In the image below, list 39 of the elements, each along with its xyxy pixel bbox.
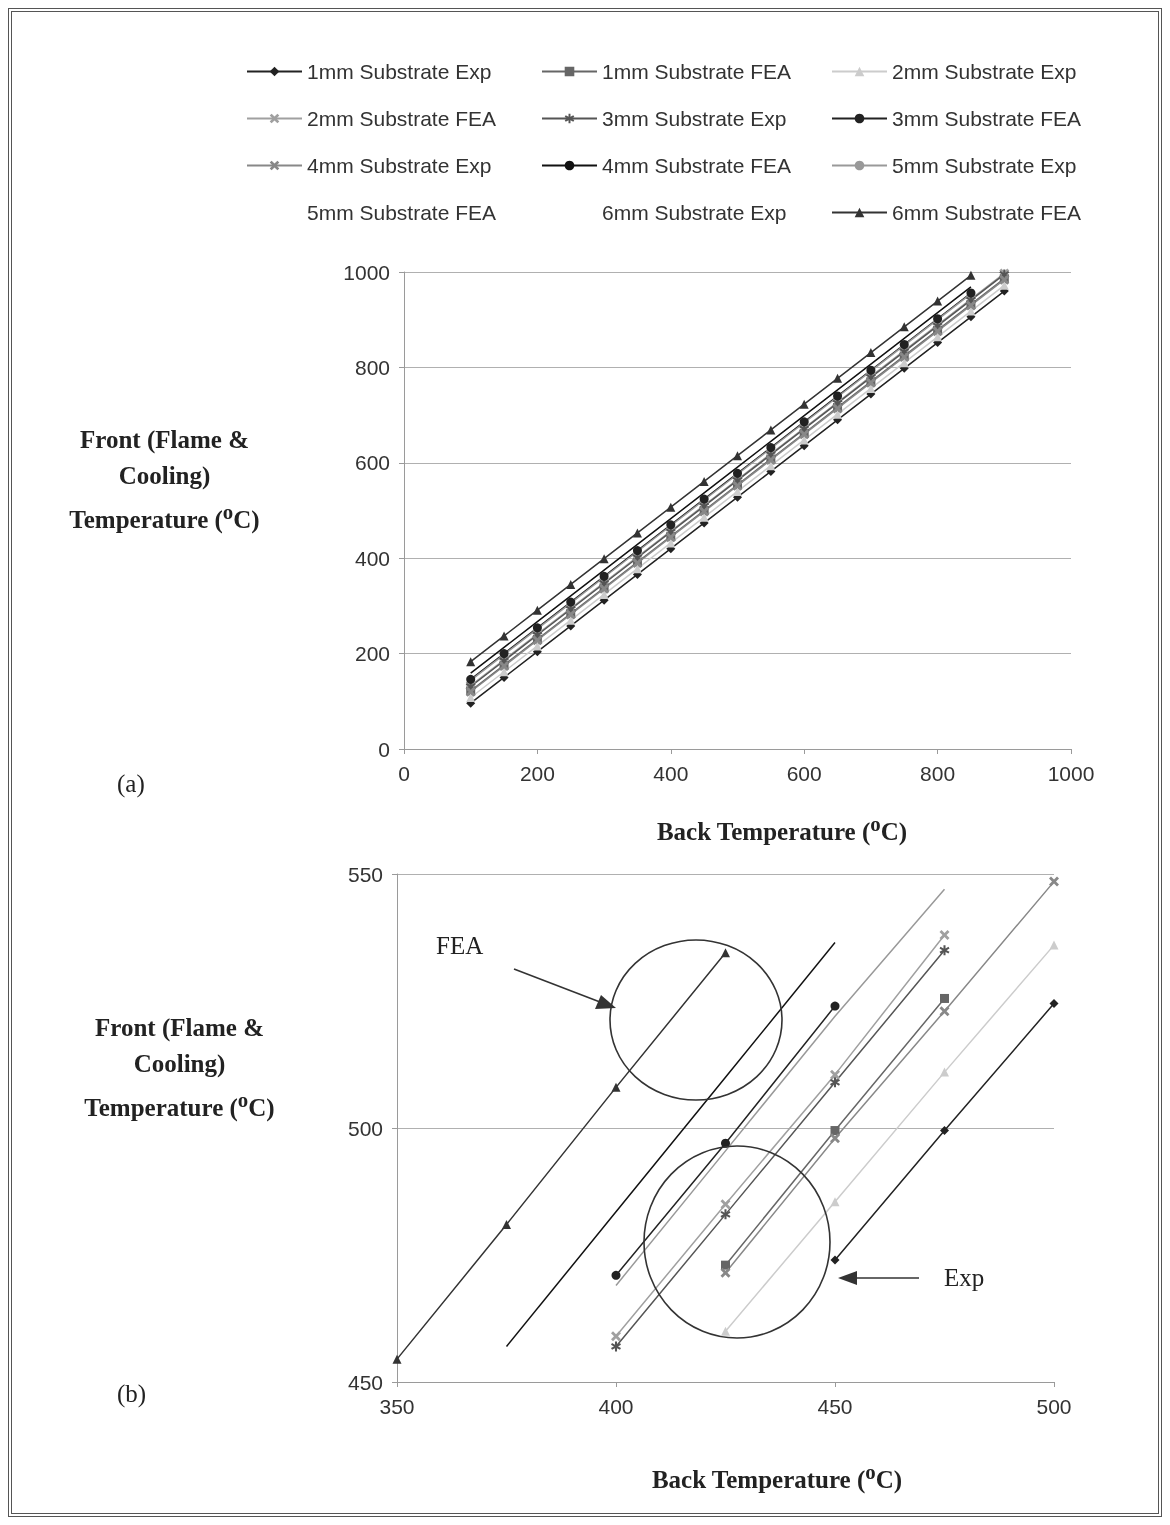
legend-label: 1mm Substrate Exp (307, 60, 492, 83)
y-tick-label: 550 (347, 862, 383, 886)
legend-label: 3mm Substrate Exp (602, 107, 787, 130)
y-tick-label: 1000 (343, 260, 390, 284)
y-tick-label: 450 (347, 1370, 383, 1394)
annotation: Exp (944, 1264, 985, 1292)
x-tick-label: 600 (786, 762, 822, 785)
y-axis-title: Front (Flame & Cooling) Temperature ($^{o}$C) (68, 425, 261, 536)
y-tick-label: 600 (354, 451, 390, 475)
x-tick-label: 800 (920, 762, 956, 785)
annotation: FEA (436, 932, 484, 960)
x-tick-label: 1000 (1047, 762, 1095, 785)
x-tick-label: 200 (519, 762, 555, 785)
y-tick-label: 200 (354, 642, 390, 666)
x-tick-label: 400 (598, 1395, 634, 1418)
x-tick-label: 450 (817, 1395, 853, 1418)
x-axis-title: Back Temperature ($^{o}$C) (650, 1460, 904, 1495)
text: (a) (117, 770, 145, 798)
y-tick-label: 0 (378, 737, 390, 761)
x-tick-label: 500 (1036, 1395, 1072, 1418)
legend-label: 4mm Substrate Exp (307, 154, 492, 177)
y-tick-label: 500 (347, 1116, 383, 1140)
y-tick-label: 400 (354, 546, 390, 570)
legend-label: 1mm Substrate FEA (602, 60, 792, 83)
legend-label: 4mm Substrate FEA (602, 154, 792, 177)
legend-label: 6mm Substrate FEA (892, 201, 1082, 224)
legend-label: 5mm Substrate Exp (892, 154, 1077, 177)
legend-label: 2mm Substrate FEA (307, 107, 497, 130)
text: (b) (117, 1380, 147, 1408)
x-tick-label: 350 (379, 1395, 415, 1418)
y-axis-title: Front (Flame & Cooling) Temperature ($^{o}$C) (83, 1013, 276, 1124)
y-tick-label: 800 (354, 355, 390, 379)
x-axis-title: Back Temperature ($^{o}$C) (655, 812, 909, 847)
x-tick-label: 400 (653, 762, 689, 785)
text: 5mm Substrate FEA (307, 201, 497, 224)
x-tick-label: 0 (398, 762, 410, 785)
legend-label: 2mm Substrate Exp (892, 60, 1077, 83)
text: 6mm Substrate Exp (602, 201, 787, 224)
legend-label: 3mm Substrate FEA (892, 107, 1082, 130)
